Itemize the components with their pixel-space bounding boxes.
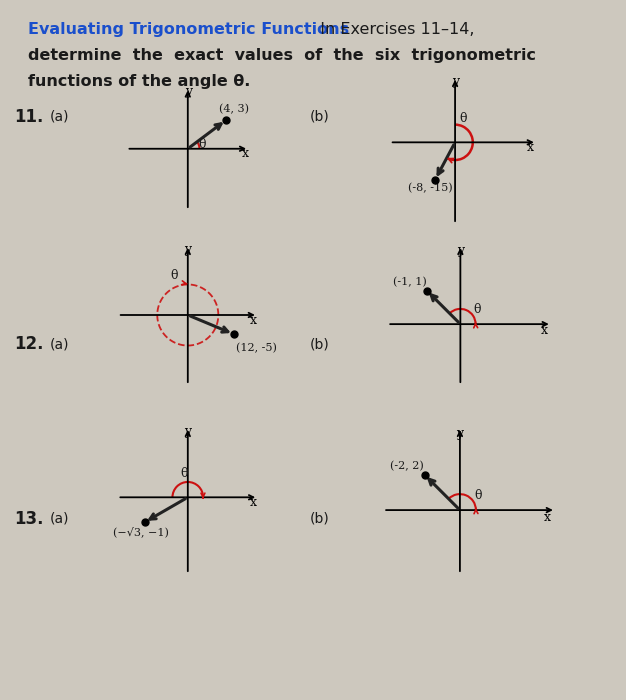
- Text: (b): (b): [310, 110, 330, 124]
- Text: 13.: 13.: [14, 510, 43, 528]
- Text: x: x: [527, 141, 534, 154]
- Text: x: x: [250, 496, 257, 510]
- Text: y: y: [184, 426, 192, 438]
- Text: functions of the angle θ.: functions of the angle θ.: [28, 74, 250, 89]
- Text: θ: θ: [474, 489, 481, 502]
- Text: y: y: [184, 244, 192, 256]
- Text: θ: θ: [180, 467, 188, 480]
- Text: (-8, -15): (-8, -15): [408, 183, 453, 193]
- Text: θ: θ: [199, 137, 207, 150]
- Text: y: y: [185, 85, 192, 98]
- Text: (-1, 1): (-1, 1): [393, 277, 427, 288]
- Text: y: y: [457, 244, 464, 258]
- Text: determine  the  exact  values  of  the  six  trigonometric: determine the exact values of the six tr…: [28, 48, 536, 63]
- Text: y: y: [452, 75, 459, 88]
- Text: (−√3, −1): (−√3, −1): [113, 526, 168, 537]
- Text: (12, -5): (12, -5): [236, 343, 277, 354]
- Text: θ: θ: [170, 270, 178, 282]
- Text: x: x: [242, 147, 249, 160]
- Text: θ: θ: [474, 303, 481, 316]
- Text: Evaluating Trigonometric Functions: Evaluating Trigonometric Functions: [28, 22, 349, 37]
- Text: (b): (b): [310, 337, 330, 351]
- Text: θ: θ: [459, 111, 467, 125]
- Text: (a): (a): [50, 110, 69, 124]
- Text: (a): (a): [50, 512, 69, 526]
- Text: 12.: 12.: [14, 335, 43, 353]
- Text: (4, 3): (4, 3): [218, 104, 249, 114]
- Text: 11.: 11.: [14, 108, 43, 126]
- Text: (-2, 2): (-2, 2): [389, 461, 423, 472]
- Text: In Exercises 11–14,: In Exercises 11–14,: [310, 22, 475, 37]
- Text: (b): (b): [310, 512, 330, 526]
- Text: x: x: [249, 314, 257, 327]
- Text: (a): (a): [50, 337, 69, 351]
- Text: x: x: [541, 324, 548, 337]
- Text: y: y: [456, 427, 463, 440]
- Text: x: x: [544, 511, 552, 524]
